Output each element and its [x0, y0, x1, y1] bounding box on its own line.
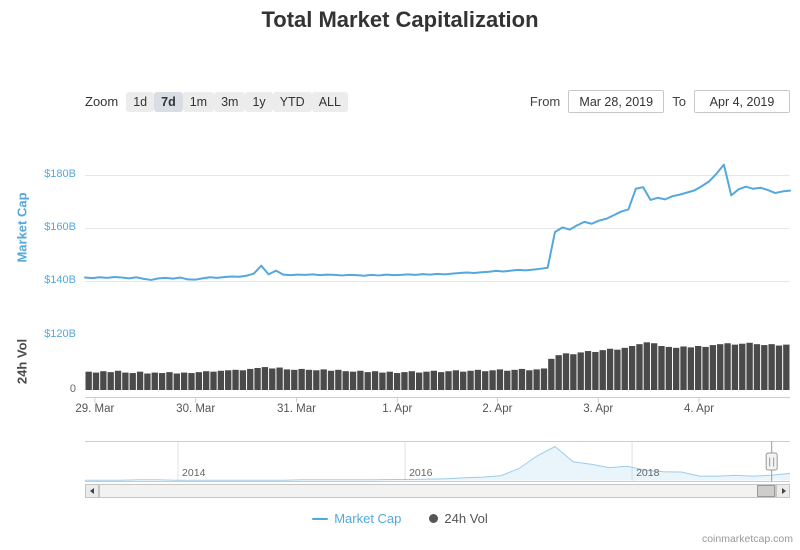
zoom-buttons: 1d 7d 1m 3m 1y YTD ALL	[126, 91, 348, 112]
legend-item-24h-vol[interactable]: 24h Vol	[429, 511, 488, 526]
volume-axis-title: 24h Vol	[14, 338, 30, 385]
x-axis	[85, 397, 790, 403]
scrollbar-left-button[interactable]	[85, 484, 99, 498]
circle-marker-icon	[429, 514, 439, 523]
gridlines	[85, 175, 790, 282]
legend-label: Market Cap	[334, 511, 402, 526]
navigator-scrollbar	[0, 484, 800, 498]
navigator[interactable]	[85, 441, 791, 482]
zoom-button-1m[interactable]: 1m	[182, 91, 215, 112]
navigator-series-line	[85, 445, 791, 481]
zoom-button-3m[interactable]: 3m	[214, 91, 246, 112]
chart-title: Total Market Capitalization	[261, 7, 539, 32]
zoom-button-ytd[interactable]: YTD	[272, 91, 312, 112]
from-date-input[interactable]	[568, 90, 665, 113]
scrollbar-right-arrow-icon	[781, 488, 786, 494]
scrollbar-thumb[interactable]	[757, 485, 775, 497]
scrollbar-track[interactable]	[99, 484, 776, 498]
from-label: From	[529, 94, 561, 109]
navigator-series-area	[85, 446, 790, 481]
volume-bars[interactable]	[85, 342, 790, 391]
scrollbar-right-button[interactable]	[776, 484, 790, 498]
watermark: coinmarketcap.com	[701, 533, 793, 545]
market-cap-line[interactable]	[84, 163, 791, 281]
zoom-button-all[interactable]: ALL	[311, 91, 348, 112]
to-label: To	[672, 94, 686, 109]
legend: Market Cap 24h Vol	[0, 511, 800, 526]
navigator-handle[interactable]	[765, 452, 778, 471]
zoom-button-1d[interactable]: 1d	[126, 91, 155, 112]
zoom-label: Zoom	[85, 94, 119, 109]
date-range-group: From To	[530, 90, 790, 113]
zoom-group: Zoom 1d 7d 1m 3m 1y YTD ALL	[85, 91, 348, 112]
to-date-input[interactable]	[694, 90, 790, 113]
zoom-button-1y[interactable]: 1y	[245, 91, 273, 112]
legend-item-market-cap[interactable]: Market Cap	[312, 511, 401, 526]
line-marker-icon	[312, 517, 329, 520]
scrollbar-left-arrow-icon	[89, 488, 94, 494]
zoom-button-7d[interactable]: 7d	[154, 91, 183, 112]
legend-label: 24h Vol	[444, 511, 488, 526]
